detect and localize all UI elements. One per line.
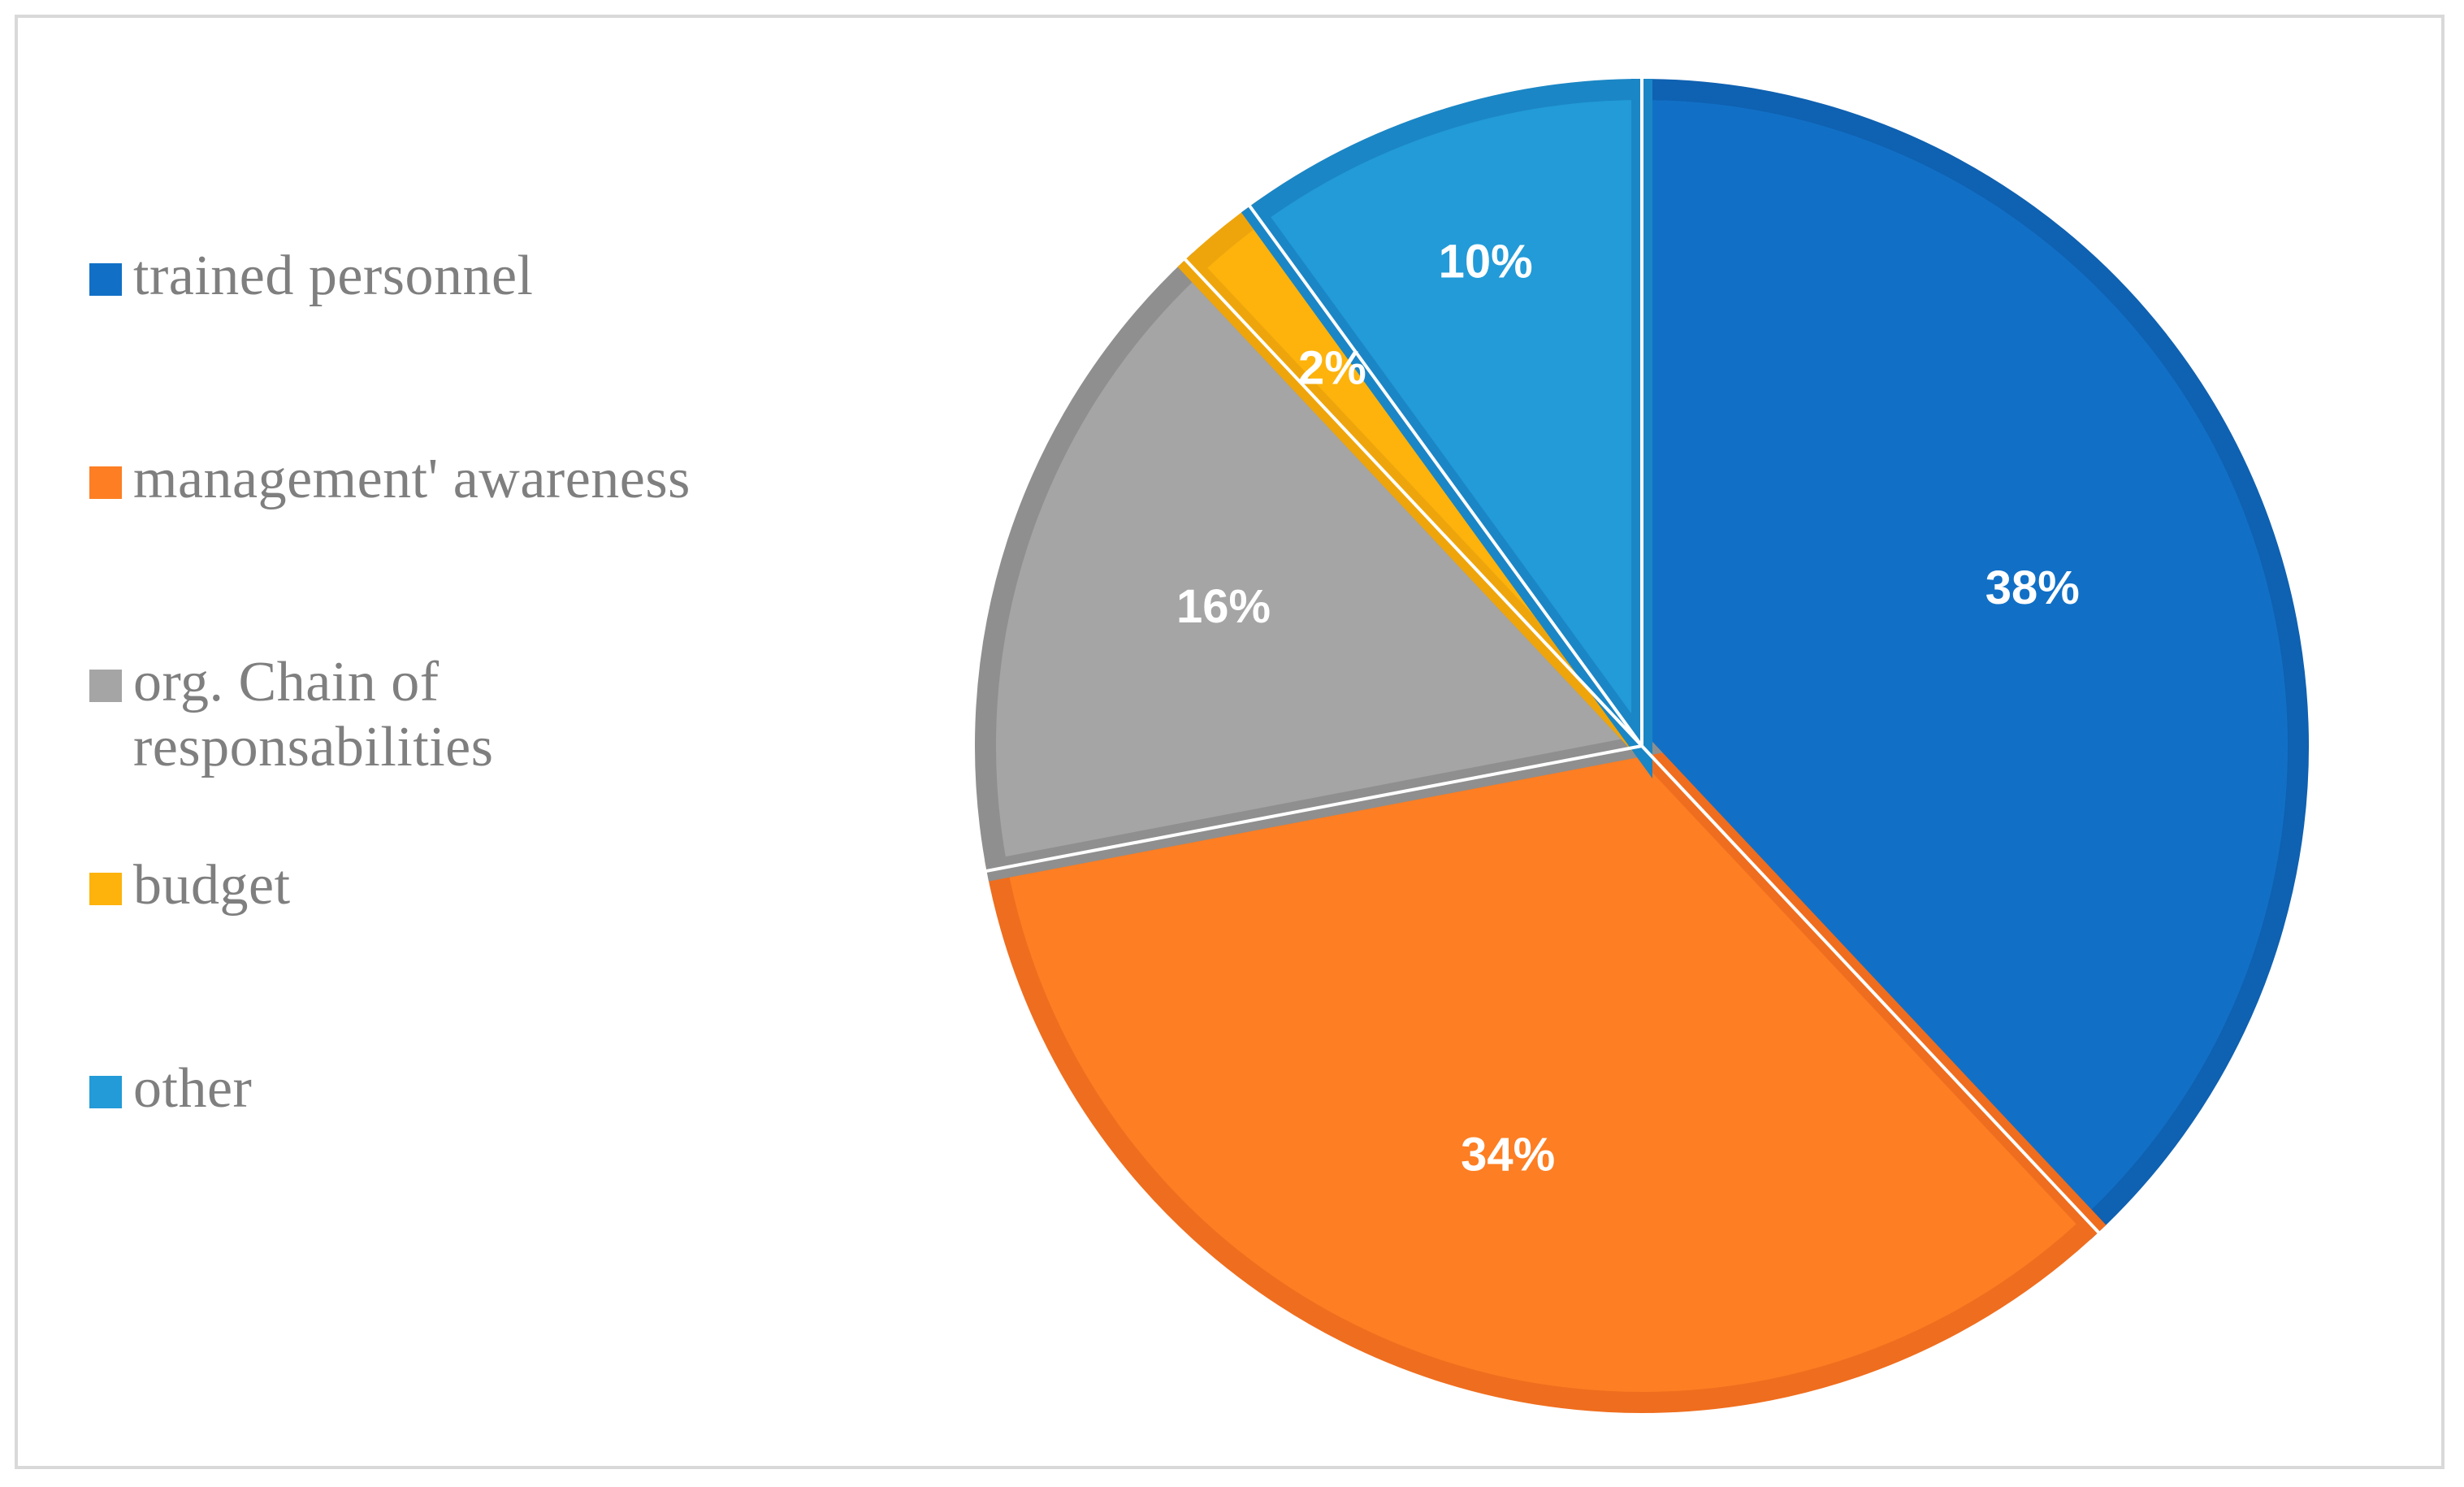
pie-slice-org-chain-of-responsabilities (975, 252, 1663, 882)
legend-item-management-awareness: management' awareness (89, 447, 691, 512)
pie-slice-trained-personnel (1631, 78, 2309, 1240)
legend-item-budget: budget (89, 853, 291, 918)
legend-item-other: other (89, 1056, 252, 1121)
legend-label-trained-personnel: trained personnel (133, 245, 534, 307)
data-label-org-chain-of-responsabilities: 16% (1176, 580, 1271, 633)
legend-label-other: other (133, 1057, 253, 1120)
legend-swatch-other (89, 1076, 122, 1108)
slice-separator (1248, 204, 1643, 748)
slice-separator (985, 744, 1643, 873)
slice-separator (1640, 744, 2101, 1234)
legend-swatch-management-awareness (89, 466, 122, 499)
pie-data-labels: 38% 34% 16% 2% 10% (1176, 236, 2080, 1181)
legend-swatch-budget (89, 873, 122, 905)
pie-slices (975, 78, 2309, 1413)
legend-swatch-trained-personnel (89, 263, 122, 296)
data-label-trained-personnel: 38% (1985, 561, 2080, 614)
data-label-management-awareness: 34% (1461, 1129, 1555, 1181)
legend-label-budget: budget (133, 854, 291, 917)
legend-item-trained-personnel: trained personnel (89, 244, 533, 309)
data-label-other: 10% (1439, 236, 1533, 288)
pie-slice-other (1241, 78, 1652, 779)
pie-slice-management-awareness (985, 734, 2107, 1413)
legend-item-org-chain: org. Chain of responsabilities (89, 650, 588, 780)
legend-label-org-chain: org. Chain of responsabilities (133, 651, 494, 778)
legend-swatch-org-chain (89, 670, 122, 702)
slice-separator (1183, 258, 1643, 748)
legend-label-management-awareness: management' awareness (133, 448, 691, 510)
data-label-budget: 2% (1298, 342, 1366, 395)
